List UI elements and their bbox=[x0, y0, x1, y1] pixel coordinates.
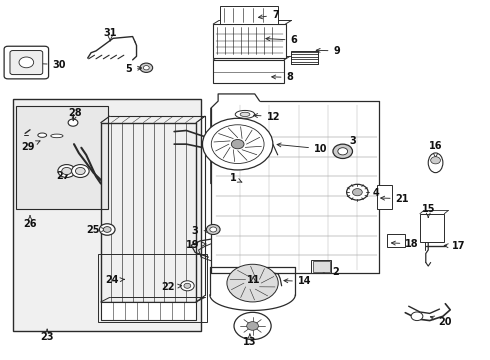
Circle shape bbox=[411, 312, 423, 320]
Circle shape bbox=[75, 167, 85, 175]
Text: 17: 17 bbox=[444, 241, 466, 251]
Circle shape bbox=[202, 118, 273, 170]
Circle shape bbox=[211, 125, 264, 163]
Circle shape bbox=[227, 264, 278, 302]
Circle shape bbox=[72, 165, 89, 177]
Text: 16: 16 bbox=[429, 141, 442, 158]
Text: 28: 28 bbox=[68, 108, 82, 121]
Text: 22: 22 bbox=[161, 282, 182, 292]
Circle shape bbox=[184, 283, 191, 288]
Text: 29: 29 bbox=[21, 141, 40, 152]
Ellipse shape bbox=[51, 134, 63, 138]
Text: 13: 13 bbox=[243, 334, 257, 347]
Text: 2: 2 bbox=[321, 267, 339, 277]
Circle shape bbox=[352, 189, 362, 196]
Text: 3: 3 bbox=[344, 136, 356, 151]
Text: 23: 23 bbox=[40, 329, 54, 342]
Text: 14: 14 bbox=[284, 276, 311, 287]
Ellipse shape bbox=[428, 153, 443, 173]
Text: 3: 3 bbox=[192, 226, 209, 236]
Circle shape bbox=[140, 63, 153, 72]
Circle shape bbox=[62, 167, 72, 175]
Bar bbox=[387, 234, 405, 247]
FancyBboxPatch shape bbox=[4, 46, 49, 79]
Circle shape bbox=[338, 148, 347, 155]
Bar bbox=[220, 6, 278, 24]
Text: 5: 5 bbox=[125, 64, 142, 74]
Bar bbox=[16, 107, 108, 209]
Bar bbox=[101, 302, 196, 320]
Ellipse shape bbox=[235, 111, 255, 118]
Circle shape bbox=[431, 157, 441, 164]
Bar bbox=[377, 185, 392, 209]
Circle shape bbox=[99, 224, 115, 235]
Text: 26: 26 bbox=[23, 216, 37, 229]
Text: 9: 9 bbox=[316, 46, 340, 56]
Ellipse shape bbox=[240, 112, 250, 117]
Bar bbox=[311, 260, 331, 273]
Text: 4: 4 bbox=[360, 188, 379, 198]
Text: 1: 1 bbox=[230, 173, 242, 183]
Circle shape bbox=[19, 57, 34, 68]
Text: 25: 25 bbox=[86, 225, 105, 235]
Bar bbox=[13, 99, 201, 330]
Text: 24: 24 bbox=[105, 275, 124, 285]
Text: 31: 31 bbox=[103, 28, 117, 41]
Text: 8: 8 bbox=[272, 72, 294, 82]
Text: 30: 30 bbox=[38, 59, 66, 69]
Bar bbox=[213, 60, 284, 83]
Text: 12: 12 bbox=[254, 112, 280, 122]
Circle shape bbox=[246, 321, 258, 330]
Circle shape bbox=[180, 281, 194, 291]
Circle shape bbox=[346, 184, 368, 200]
Circle shape bbox=[333, 144, 352, 158]
Text: 11: 11 bbox=[246, 275, 260, 285]
Text: 6: 6 bbox=[266, 35, 297, 45]
Bar bbox=[313, 261, 330, 272]
Text: 21: 21 bbox=[381, 194, 409, 204]
Text: 27: 27 bbox=[56, 171, 70, 181]
FancyBboxPatch shape bbox=[10, 50, 43, 75]
Bar bbox=[292, 50, 319, 64]
Circle shape bbox=[210, 227, 217, 232]
Text: 10: 10 bbox=[277, 143, 327, 154]
Ellipse shape bbox=[38, 133, 47, 137]
Circle shape bbox=[234, 312, 271, 339]
Bar bbox=[420, 214, 444, 242]
Circle shape bbox=[206, 225, 220, 234]
Bar bbox=[98, 253, 207, 321]
Text: 19: 19 bbox=[186, 239, 206, 249]
Text: 15: 15 bbox=[421, 204, 435, 217]
Circle shape bbox=[68, 119, 78, 126]
Circle shape bbox=[144, 66, 149, 70]
Circle shape bbox=[103, 226, 111, 232]
Circle shape bbox=[58, 165, 75, 177]
Bar bbox=[213, 24, 286, 58]
Text: 20: 20 bbox=[430, 316, 452, 327]
Text: 7: 7 bbox=[259, 10, 279, 20]
Text: 18: 18 bbox=[392, 239, 419, 249]
Circle shape bbox=[231, 139, 244, 149]
